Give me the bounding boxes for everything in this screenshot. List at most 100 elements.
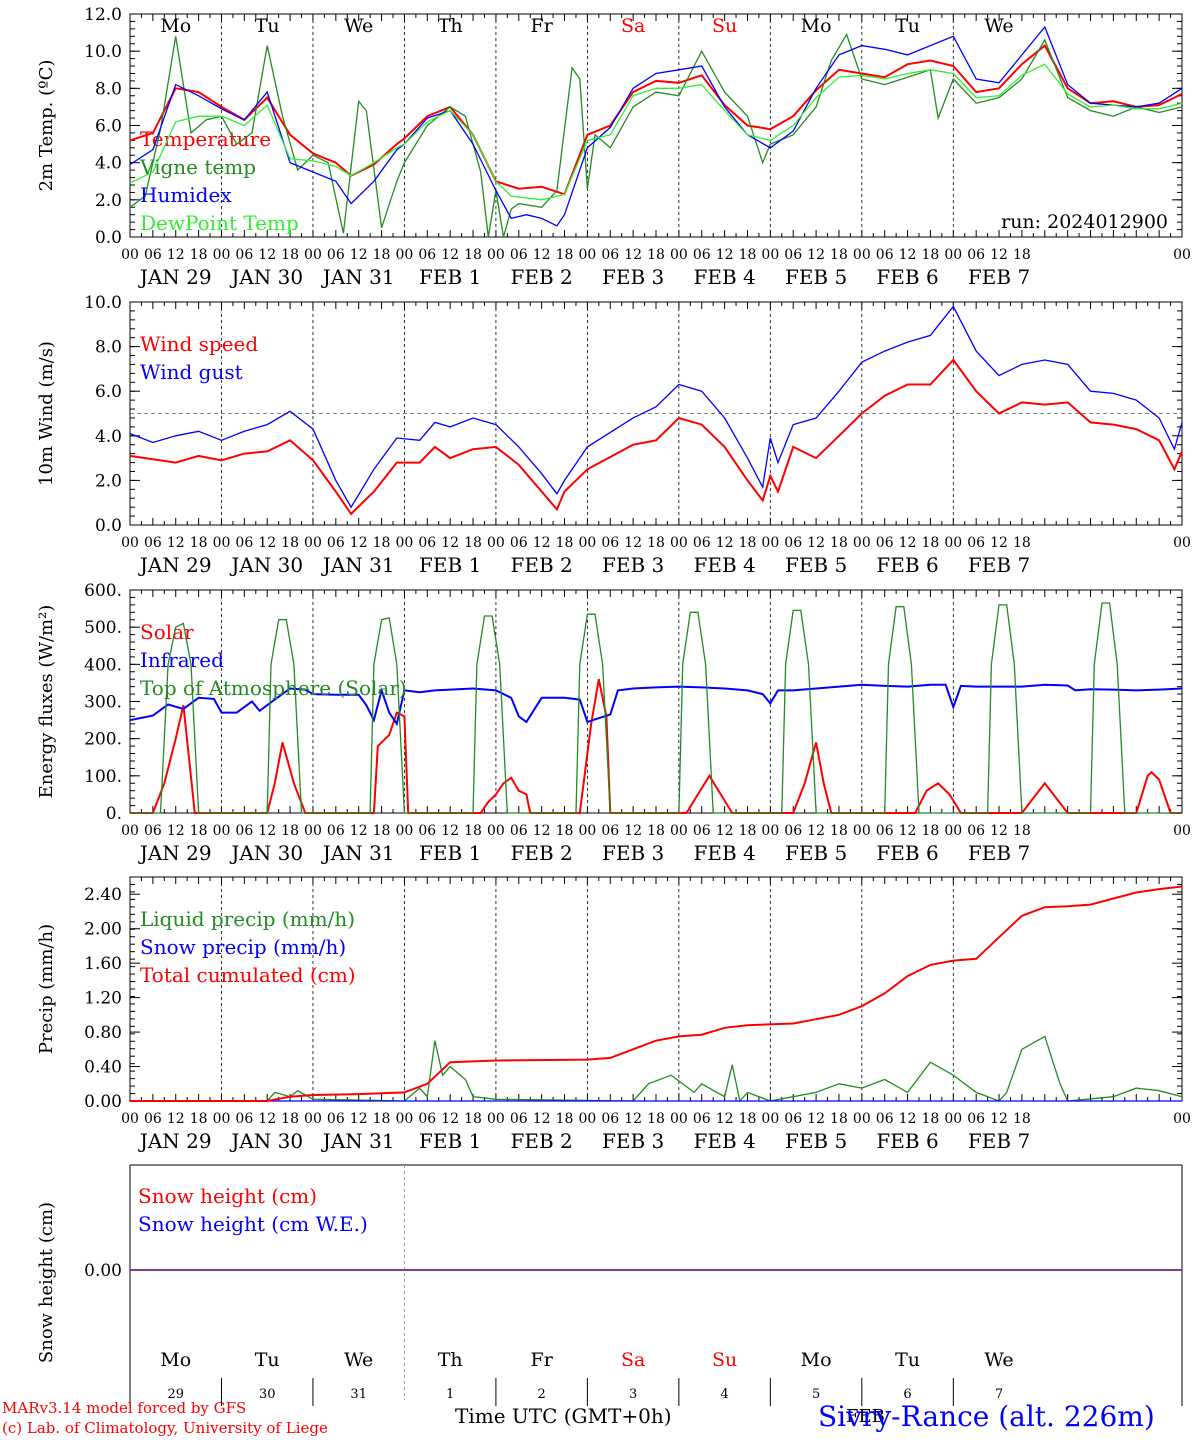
hour-tick-label: 00 [853, 1111, 871, 1127]
date-label: FEB 2 [511, 841, 573, 865]
day-number-label: 1 [446, 1387, 454, 1402]
series-line-wind-gust [129, 305, 1183, 509]
day-number-label: 6 [903, 1387, 911, 1402]
hour-tick-label: 18 [647, 247, 665, 263]
hour-tick-label: 12 [807, 535, 825, 551]
hour-tick-label: 18 [830, 247, 848, 263]
date-label: FEB 7 [968, 265, 1030, 289]
y-tick-label: 0.00 [84, 1092, 122, 1112]
y-tick-label: 200. [84, 730, 122, 750]
hour-tick-label: 12 [258, 535, 276, 551]
hour-tick-label: 18 [464, 823, 482, 839]
weekday-label: Sa [621, 15, 645, 37]
y-tick-label: 6.0 [95, 382, 122, 402]
weekday-label: Fr [531, 15, 554, 37]
hour-tick-label: 06 [510, 247, 528, 263]
day-number-label: 31 [350, 1387, 367, 1402]
hour-tick-label: 06 [510, 1111, 528, 1127]
hour-tick-label: 00 [304, 247, 322, 263]
legend-entry: Top of Atmosphere (Solar) [140, 676, 407, 700]
series-line-infrared [129, 683, 1183, 727]
hour-tick-label: 12 [441, 535, 459, 551]
date-label: FEB 7 [968, 841, 1030, 865]
hour-tick-label: 06 [876, 247, 894, 263]
y-tick-label: 10.0 [84, 42, 122, 62]
hour-tick-label: 12 [167, 535, 185, 551]
hour-tick-label: 12 [624, 247, 642, 263]
hour-tick-label: 12 [167, 1111, 185, 1127]
day-number-label: 30 [259, 1387, 276, 1402]
hour-tick-label: 06 [876, 1111, 894, 1127]
hour-tick-label: 12 [716, 823, 734, 839]
hour-tick-label: 00 [487, 247, 505, 263]
hour-tick-label: 00 [396, 1111, 414, 1127]
weekday-label: Su [712, 1349, 737, 1371]
plot-frame-2 [129, 589, 1183, 814]
y-tick-label: 0.80 [84, 1023, 122, 1043]
hour-tick-label: 00 [213, 1111, 231, 1127]
hour-tick-label: 12 [624, 535, 642, 551]
hour-tick-label: 06 [418, 823, 436, 839]
hour-tick-label: 06 [327, 535, 345, 551]
hour-tick-label: 12 [441, 1111, 459, 1127]
date-label: FEB 1 [419, 1129, 481, 1153]
hour-tick-label: 00 [944, 535, 962, 551]
date-label: FEB 4 [693, 265, 755, 289]
weekday-label: Th [438, 1349, 463, 1371]
hour-tick-label: 18 [830, 1111, 848, 1127]
hour-tick-label: 06 [327, 823, 345, 839]
hour-tick-label: 00 [670, 1111, 688, 1127]
y-tick-label: 600. [84, 581, 122, 601]
weekday-label: Sa [621, 1349, 645, 1371]
weekday-label: Mo [801, 15, 832, 37]
date-label: FEB 4 [693, 553, 755, 577]
hour-tick-label: 06 [693, 247, 711, 263]
weekday-label: Mo [160, 1349, 191, 1371]
series-line-vigne-temp [129, 32, 1183, 238]
hour-tick-label: 00 [944, 1111, 962, 1127]
series-line-dewpoint-temp [129, 63, 1183, 201]
hour-tick-label: 12 [716, 247, 734, 263]
y-tick-label: 0.00 [84, 1261, 122, 1281]
hour-tick-label: 00 [304, 1111, 322, 1127]
weekday-label: Th [438, 15, 463, 37]
date-label: FEB 6 [876, 841, 938, 865]
hour-tick-label: 12 [807, 247, 825, 263]
y-tick-label: 400. [84, 655, 122, 675]
legend-entry: Snow height (cm) [138, 1184, 317, 1208]
date-label: FEB 6 [876, 265, 938, 289]
series-line-humidex [129, 25, 1183, 227]
date-label: JAN 30 [229, 841, 303, 865]
hour-tick-label: 00 [1173, 247, 1191, 263]
date-label: JAN 29 [138, 841, 212, 865]
hour-tick-label: 06 [876, 535, 894, 551]
hour-tick-label: 06 [693, 823, 711, 839]
series-line-wind-speed [129, 358, 1183, 516]
date-label: JAN 30 [229, 553, 303, 577]
y-axis-label: 2m Temp. (ºC) [36, 60, 57, 192]
hour-tick-label: 12 [990, 1111, 1008, 1127]
day-number-label: 29 [167, 1387, 184, 1402]
date-label: FEB 6 [876, 1129, 938, 1153]
hour-tick-label: 00 [761, 535, 779, 551]
y-tick-label: 500. [84, 618, 122, 638]
legend-entry: Liquid precip (mm/h) [140, 907, 355, 931]
y-tick-label: 1.20 [84, 989, 122, 1009]
legend-entry: Wind gust [140, 360, 243, 384]
date-label: FEB 5 [785, 553, 847, 577]
hour-tick-label: 18 [464, 1111, 482, 1127]
hour-tick-label: 00 [121, 823, 139, 839]
hour-tick-label: 12 [441, 247, 459, 263]
y-tick-label: 12.0 [84, 5, 122, 25]
hour-tick-label: 18 [647, 823, 665, 839]
y-tick-label: 2.40 [84, 885, 122, 905]
date-label: FEB 5 [785, 1129, 847, 1153]
legend-entry: Humidex [140, 183, 232, 207]
hour-tick-label: 00 [121, 535, 139, 551]
hour-tick-label: 18 [739, 535, 757, 551]
date-label: FEB 6 [876, 553, 938, 577]
hour-tick-label: 18 [739, 247, 757, 263]
hour-tick-label: 00 [761, 1111, 779, 1127]
date-label: FEB 2 [511, 1129, 573, 1153]
date-label: JAN 31 [321, 553, 395, 577]
